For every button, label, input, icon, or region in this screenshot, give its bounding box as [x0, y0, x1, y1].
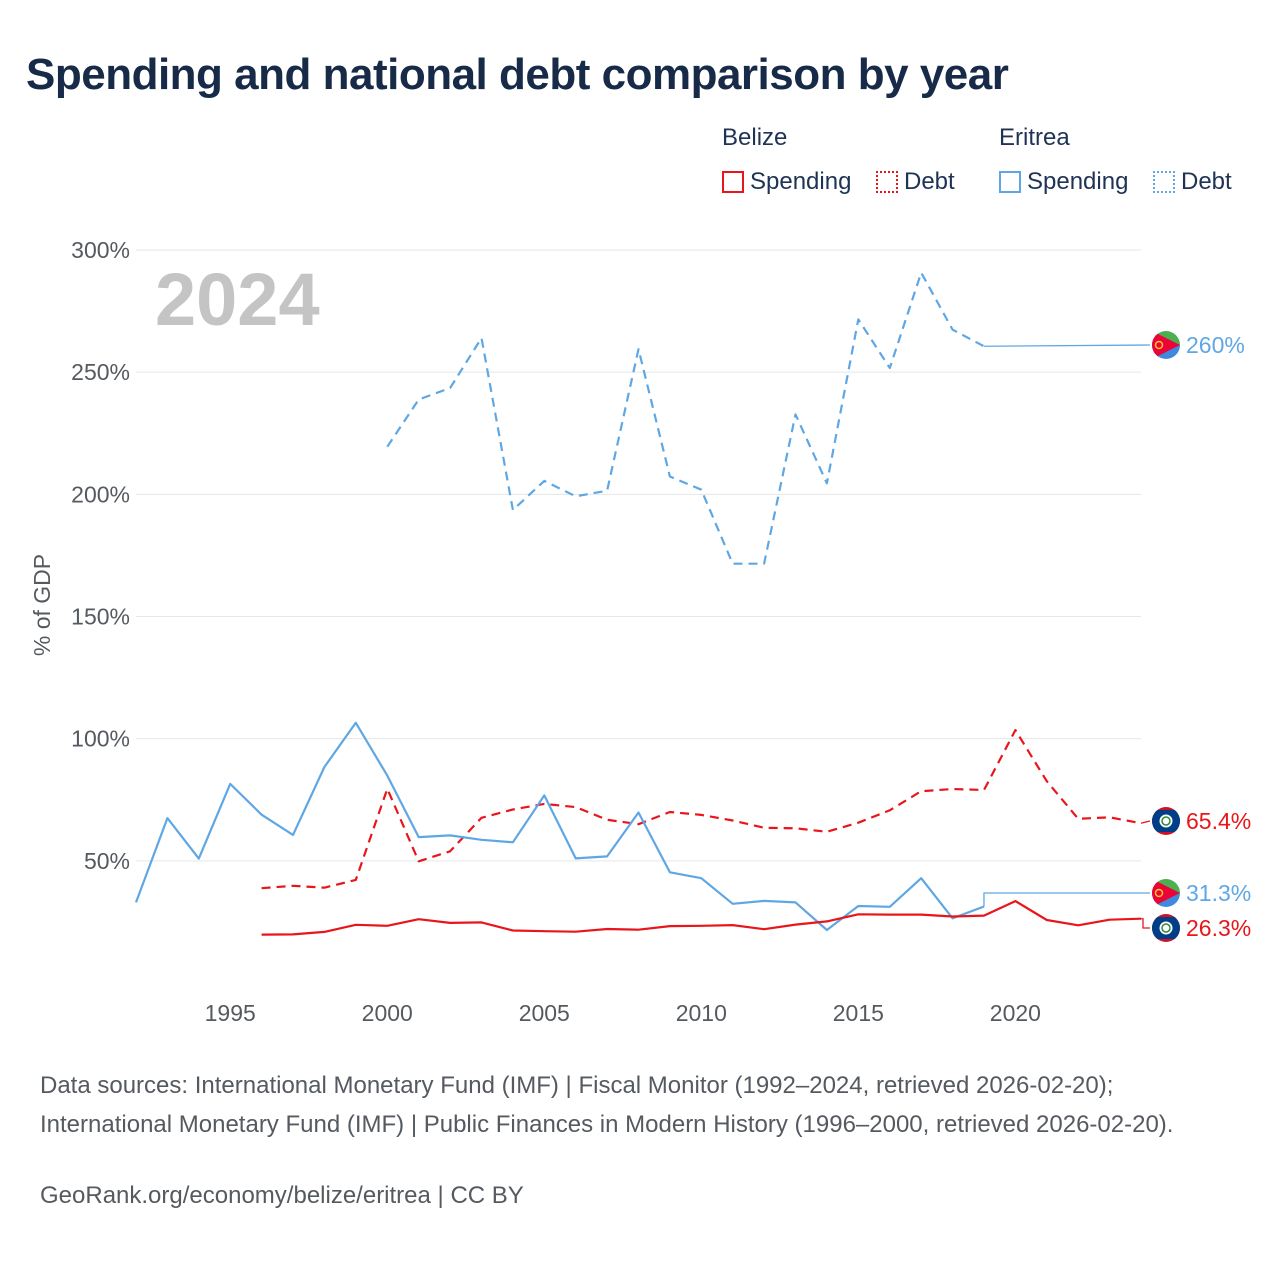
legend-group-eritrea: Eritrea [999, 124, 1070, 151]
end-label-eritrea-spending: 31.3% [1186, 880, 1251, 906]
data-sources: Data sources: International Monetary Fun… [40, 1072, 1174, 1138]
leader-line [983, 344, 1151, 347]
end-label-belize-debt: 65.4% [1186, 808, 1251, 834]
x-tick-label: 2005 [519, 1000, 570, 1026]
legend-solid-swatch-icon [999, 171, 1021, 193]
y-tick-label: 200% [71, 481, 130, 507]
leader-line [1140, 820, 1151, 824]
x-tick-label: 1995 [205, 1000, 256, 1026]
x-tick-label: 2000 [362, 1000, 413, 1026]
legend-label: Spending [1027, 168, 1129, 195]
x-tick-label: 2010 [676, 1000, 727, 1026]
legend-group-belize: Belize [722, 124, 788, 151]
chart-title: Spending and national debt comparison by… [26, 50, 1009, 99]
leader-line [1141, 918, 1150, 929]
x-tick-label: 2020 [990, 1000, 1041, 1026]
y-axis-label: % of GDP [29, 554, 55, 656]
gridlines [136, 249, 1141, 862]
y-tick-label: 150% [71, 604, 130, 630]
y-tick-label: 100% [71, 726, 130, 752]
line-chart: 50% 100% 150% 200% 250% 300% 1995 2000 2005 2010… [29, 237, 1251, 1026]
leader-line [983, 892, 1150, 907]
y-tick-label: 300% [71, 237, 130, 263]
legend-item-eritrea-debt[interactable]: Debt [1153, 168, 1232, 196]
eritrea-flag-icon [1152, 879, 1180, 907]
legend-item-belize-spending[interactable]: Spending [722, 168, 851, 196]
y-tick-label: 50% [84, 848, 130, 874]
year-watermark: 2024 [155, 258, 320, 341]
legend-label: Debt [904, 168, 955, 195]
y-tick-label: 250% [71, 359, 130, 385]
legend-item-belize-debt[interactable]: Debt [876, 168, 955, 196]
eritrea-spending-line [134, 721, 985, 932]
belize-flag-icon [1152, 914, 1180, 942]
belize-debt-line [261, 728, 1142, 890]
legend-label: Debt [1181, 168, 1232, 195]
series-lines [134, 271, 1142, 936]
x-axis-ticks: 1995 2000 2005 2010 2015 2020 [205, 1000, 1041, 1026]
legend-dotted-swatch-icon [1153, 171, 1175, 193]
x-tick-label: 2015 [833, 1000, 884, 1026]
end-label-eritrea-debt: 260% [1186, 332, 1245, 358]
eritrea-flag-icon [1152, 331, 1180, 359]
belize-spending-line [261, 899, 1142, 936]
y-axis-ticks: 50% 100% 150% 200% 250% 300% [71, 237, 130, 874]
eritrea-debt-line [386, 271, 985, 565]
belize-flag-icon [1152, 807, 1180, 835]
legend-item-eritrea-spending[interactable]: Spending [999, 168, 1128, 196]
credit-link[interactable]: GeoRank.org/economy/belize/eritrea | CC … [40, 1182, 524, 1209]
legend-label: Spending [750, 168, 852, 195]
legend-dotted-swatch-icon [876, 171, 898, 193]
end-label-leaders [983, 344, 1151, 929]
legend-solid-swatch-icon [722, 171, 744, 193]
end-label-belize-spending: 26.3% [1186, 915, 1251, 941]
